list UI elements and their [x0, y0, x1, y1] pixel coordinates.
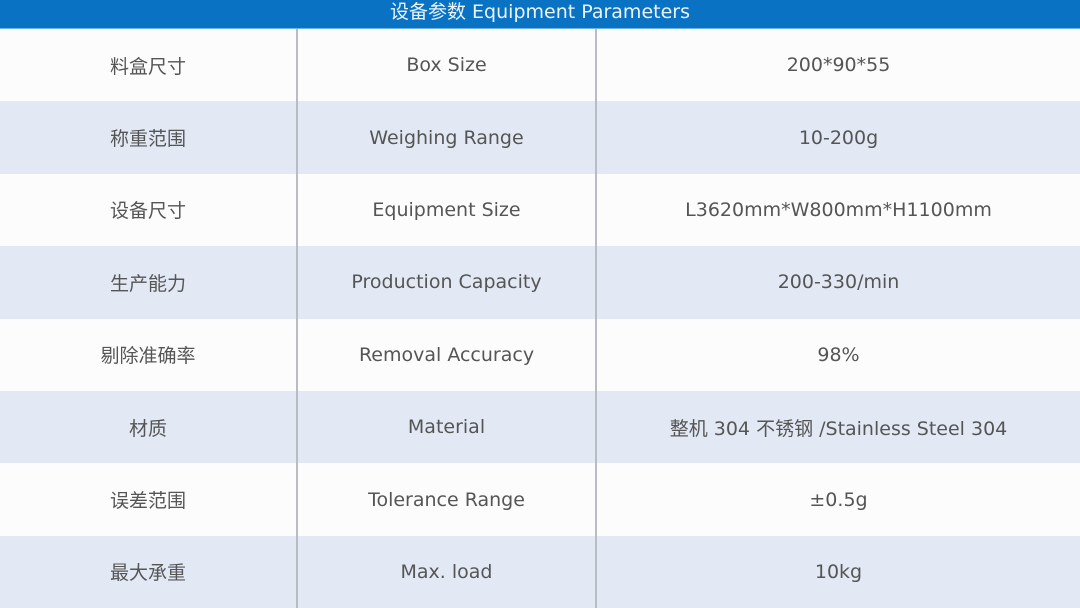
table-title: 设备参数 Equipment Parameters: [0, 0, 1080, 29]
parameter-name-en: Box Size: [298, 29, 597, 102]
parameter-value: L3620mm*W800mm*H1100mm: [685, 198, 992, 221]
parameter-name-en: Equipment Size: [298, 173, 597, 247]
parameter-value: 10-200g: [798, 126, 879, 149]
parameter-name-cn: 剔除准确率: [0, 318, 298, 391]
parameter-name-en: Removal Accuracy: [298, 318, 597, 391]
table-row: 材质 Material 整机 304 不锈钢 /Stainless Steel 30…: [0, 390, 1080, 464]
parameter-value: 10kg: [814, 560, 863, 583]
table-row: 设备尺寸 Equipment Size L3620mm*W800mm*H1100mm: [0, 173, 1080, 247]
parameter-name-cn: 误差范围: [0, 463, 298, 536]
parameter-name-en: Tolerance Range: [298, 463, 597, 536]
parameter-name-en: Weighing Range: [298, 101, 597, 174]
parameters-table: 料盒尺寸 Box Size 200*90*55 称重范围 Weighing Range 1…: [0, 29, 1080, 608]
parameter-value: 200-330/min: [777, 271, 900, 294]
table-row: 生产能力 Production Capacity 200-330/min: [0, 246, 1080, 319]
table-row: 称重范围 Weighing Range 10-200g: [0, 101, 1080, 174]
parameter-name-cn: 料盒尺寸: [0, 29, 298, 102]
table-row: 误差范围 Tolerance Range ±0.5g: [0, 463, 1080, 536]
parameter-name-en: Production Capacity: [298, 246, 597, 319]
parameter-value: ±0.5g: [809, 488, 868, 511]
parameter-name-cn: 材质: [0, 390, 298, 464]
table-row: 剔除准确率 Removal Accuracy 98%: [0, 318, 1080, 391]
parameter-name-cn: 生产能力: [0, 246, 298, 319]
table-row: 最大承重 Max. load 10kg: [0, 535, 1080, 608]
parameter-name-cn: 最大承重: [0, 535, 298, 608]
parameter-value: 98%: [817, 343, 860, 366]
table-row: 料盒尺寸 Box Size 200*90*55: [0, 29, 1080, 102]
parameter-value: 整机 304 不锈钢 /Stainless Steel 304: [669, 417, 1008, 440]
parameter-value: 200*90*55: [786, 54, 891, 77]
parameter-name-en: Max. load: [298, 535, 597, 608]
parameter-name-cn: 称重范围: [0, 101, 298, 174]
parameter-name-en: Material: [298, 390, 597, 464]
parameter-name-cn: 设备尺寸: [0, 173, 298, 247]
